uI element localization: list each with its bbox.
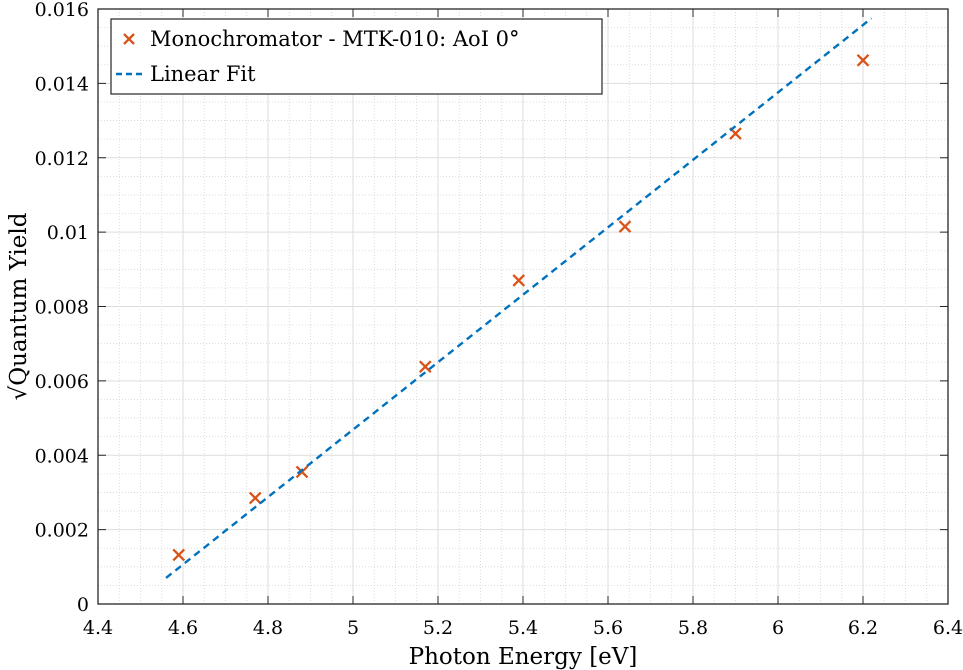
x-tick-label: 4.6 (168, 617, 198, 639)
x-tick-label: 5 (347, 617, 359, 639)
y-tick-label: 0.006 (35, 371, 89, 393)
legend-label: Monochromator - MTK-010: AoI 0° (150, 27, 520, 51)
y-tick-label: 0.002 (35, 520, 89, 542)
x-axis-label: Photon Energy [eV] (409, 644, 638, 670)
y-tick-label: 0.008 (35, 297, 89, 319)
x-tick-label: 4.4 (83, 617, 113, 639)
x-tick-label: 5.8 (678, 617, 708, 639)
data-point-stroke (295, 465, 309, 479)
data-point (295, 465, 309, 479)
y-tick-label: 0.01 (47, 222, 89, 244)
legend-label: Linear Fit (150, 62, 256, 86)
data-point (418, 360, 432, 374)
legend-item: Linear Fit (116, 62, 256, 86)
data-point-stroke (512, 274, 526, 287)
x-tick-label: 5.6 (593, 617, 623, 639)
data-point-stroke (418, 360, 432, 374)
data-point (512, 274, 526, 287)
x-tick-label: 5.2 (423, 617, 453, 639)
grid (97, 8, 949, 605)
y-tick-label: 0.014 (35, 73, 89, 95)
legend-item: Monochromator - MTK-010: AoI 0° (123, 27, 520, 51)
y-axis-label: √Quantum Yield (6, 212, 32, 400)
y-tick-label: 0.016 (35, 0, 89, 21)
data-point (172, 548, 186, 562)
data-point (618, 220, 632, 233)
data-point-stroke (172, 548, 186, 562)
data-point-stroke (729, 127, 742, 140)
x-tick-label: 6.2 (848, 617, 878, 639)
data-point (856, 54, 870, 67)
data-point (248, 491, 262, 505)
x-tick-label: 6.4 (933, 617, 963, 639)
y-tick-label: 0.004 (35, 445, 89, 467)
x-tick-label: 6 (772, 617, 784, 639)
series-layer (165, 17, 873, 579)
legend-box (110, 18, 603, 95)
ticks: 4.4 4.6 4.8 5 5.2 5.4 5.6 5.8 6 6.2 6.4 0 0.002 0.004… (35, 0, 963, 639)
x-tick-label: 5.4 (508, 617, 538, 639)
data-point-stroke (618, 220, 632, 233)
data-point-stroke (248, 491, 262, 505)
x-tick-label: 4.8 (253, 617, 283, 639)
y-tick-label: 0 (77, 594, 89, 616)
y-tick-label: 0.012 (35, 148, 89, 170)
data-point-stroke (856, 54, 870, 67)
fit-line (165, 17, 873, 579)
legend: Monochromator - MTK-010: AoI 0° Linear Fi… (110, 18, 603, 95)
legend-marker-swatch (123, 33, 135, 45)
